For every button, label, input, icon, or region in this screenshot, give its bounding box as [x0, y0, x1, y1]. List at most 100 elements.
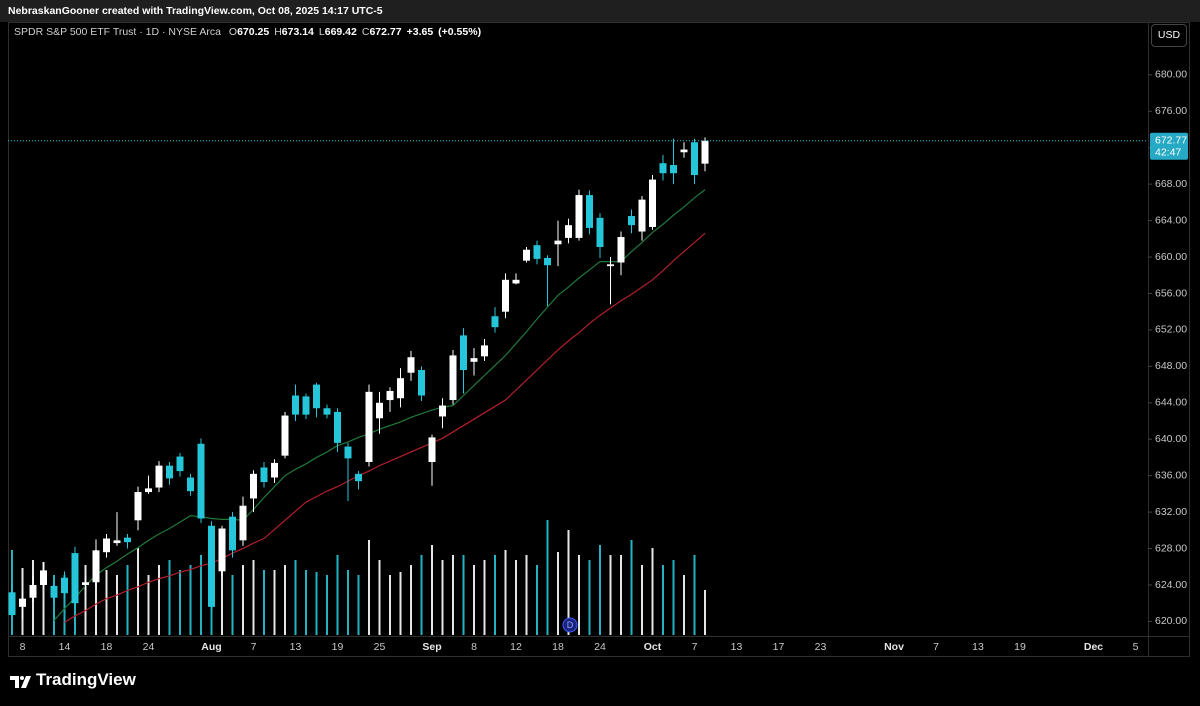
- candle-body: [386, 390, 394, 401]
- x-tick-label: 12: [510, 641, 522, 653]
- volume-bar: [305, 570, 307, 635]
- candle-body: [355, 473, 362, 482]
- candle-body: [376, 402, 383, 419]
- countdown-label: 42:47: [1155, 146, 1181, 158]
- event-marker-label: D: [567, 620, 574, 630]
- y-tick-label: 656.00: [1155, 287, 1187, 299]
- candle-body: [407, 357, 415, 373]
- volume-bar: [399, 572, 402, 635]
- readout-value: 670.25: [237, 26, 270, 38]
- volume-bar: [221, 565, 223, 635]
- candle-body: [113, 540, 121, 544]
- readout-value: 672.77: [369, 26, 402, 38]
- volume-bar: [662, 565, 664, 635]
- volume-bar: [389, 575, 391, 635]
- candle-body: [638, 199, 646, 232]
- y-tick-label: 664.00: [1155, 214, 1187, 226]
- candle-body: [365, 391, 373, 463]
- volume-bar: [179, 570, 181, 635]
- brand-logo: [10, 676, 31, 688]
- candle-body: [229, 516, 236, 551]
- y-tick-label: 636.00: [1155, 469, 1187, 481]
- candle-body: [292, 395, 299, 415]
- candle-body: [166, 465, 173, 479]
- readout-value: 669.42: [324, 26, 357, 38]
- change-percent: (+0.55%): [438, 26, 482, 38]
- volume-bar: [158, 565, 160, 635]
- last-price-label: 672.77: [1155, 134, 1187, 146]
- volume-bar: [126, 565, 129, 635]
- volume-bar: [410, 565, 412, 635]
- volume-bar: [494, 555, 496, 635]
- top-bar: [0, 0, 1200, 22]
- x-tick-label: 7: [251, 641, 257, 653]
- candle-body: [260, 467, 268, 483]
- x-tick-label: Nov: [884, 641, 904, 653]
- credit-text: NebraskanGooner created with TradingView…: [8, 5, 383, 17]
- candle-body: [691, 142, 698, 176]
- volume-bar: [641, 565, 643, 635]
- candle-body: [250, 473, 257, 499]
- readout-key: O: [228, 26, 238, 38]
- volume-bar: [609, 555, 612, 635]
- candle-body: [176, 456, 184, 472]
- candle-body: [197, 443, 205, 519]
- candle-body: [103, 538, 110, 553]
- volume-bar: [242, 565, 244, 635]
- candle-body: [607, 264, 614, 267]
- x-tick-label: 13: [290, 641, 302, 653]
- x-tick-label: 24: [143, 641, 155, 653]
- volume-bar: [630, 540, 633, 635]
- candle-body: [145, 488, 152, 493]
- readout-value: 673.14: [281, 26, 314, 38]
- volume-bar: [368, 540, 370, 635]
- x-tick-label: 17: [773, 641, 785, 653]
- volume-bar: [651, 548, 654, 635]
- candle-body: [92, 550, 100, 583]
- y-tick-label: 632.00: [1155, 506, 1187, 518]
- x-tick-label: 5: [1133, 641, 1139, 653]
- candle-body: [533, 245, 541, 259]
- candle-body: [61, 577, 68, 594]
- x-tick-label: 7: [933, 641, 939, 653]
- candle-body: [565, 225, 572, 238]
- candle-body: [40, 570, 47, 585]
- x-tick-label: 14: [59, 641, 71, 653]
- y-tick-label: 676.00: [1155, 105, 1187, 117]
- x-tick-label: Aug: [201, 641, 221, 653]
- candle-body: [617, 236, 625, 263]
- last-price-tag: [1150, 132, 1188, 160]
- y-tick-label: 640.00: [1155, 433, 1187, 445]
- volume-bar: [200, 555, 202, 635]
- y-tick-label: 660.00: [1155, 251, 1187, 263]
- y-tick-label: 628.00: [1155, 542, 1187, 554]
- x-tick-label: 24: [594, 641, 606, 653]
- candle-body: [29, 584, 37, 598]
- candle-body: [397, 378, 404, 399]
- candle-body: [523, 249, 530, 261]
- candle-body: [50, 585, 58, 598]
- y-tick-label: 680.00: [1155, 69, 1187, 81]
- candle-body: [460, 335, 467, 370]
- candle-body: [575, 195, 583, 238]
- event-marker[interactable]: [562, 617, 578, 633]
- candle-body: [418, 369, 425, 396]
- volume-bar: [168, 560, 171, 635]
- x-tick-label: 18: [552, 641, 564, 653]
- candle-body: [586, 195, 593, 228]
- currency-button[interactable]: USD: [1151, 24, 1187, 47]
- candle-body: [19, 598, 26, 607]
- candle-body: [302, 396, 310, 415]
- readout-key: L: [318, 26, 325, 38]
- x-tick-label: 18: [101, 641, 113, 653]
- candle-body: [596, 217, 604, 248]
- volume-bar: [578, 555, 580, 635]
- volume-bar: [515, 560, 517, 635]
- volume-bar: [42, 562, 45, 635]
- candle-body: [218, 528, 226, 572]
- candle-body: [439, 405, 446, 417]
- volume-bar: [504, 550, 507, 635]
- candle-body: [554, 240, 562, 245]
- volume-bar: [95, 550, 97, 635]
